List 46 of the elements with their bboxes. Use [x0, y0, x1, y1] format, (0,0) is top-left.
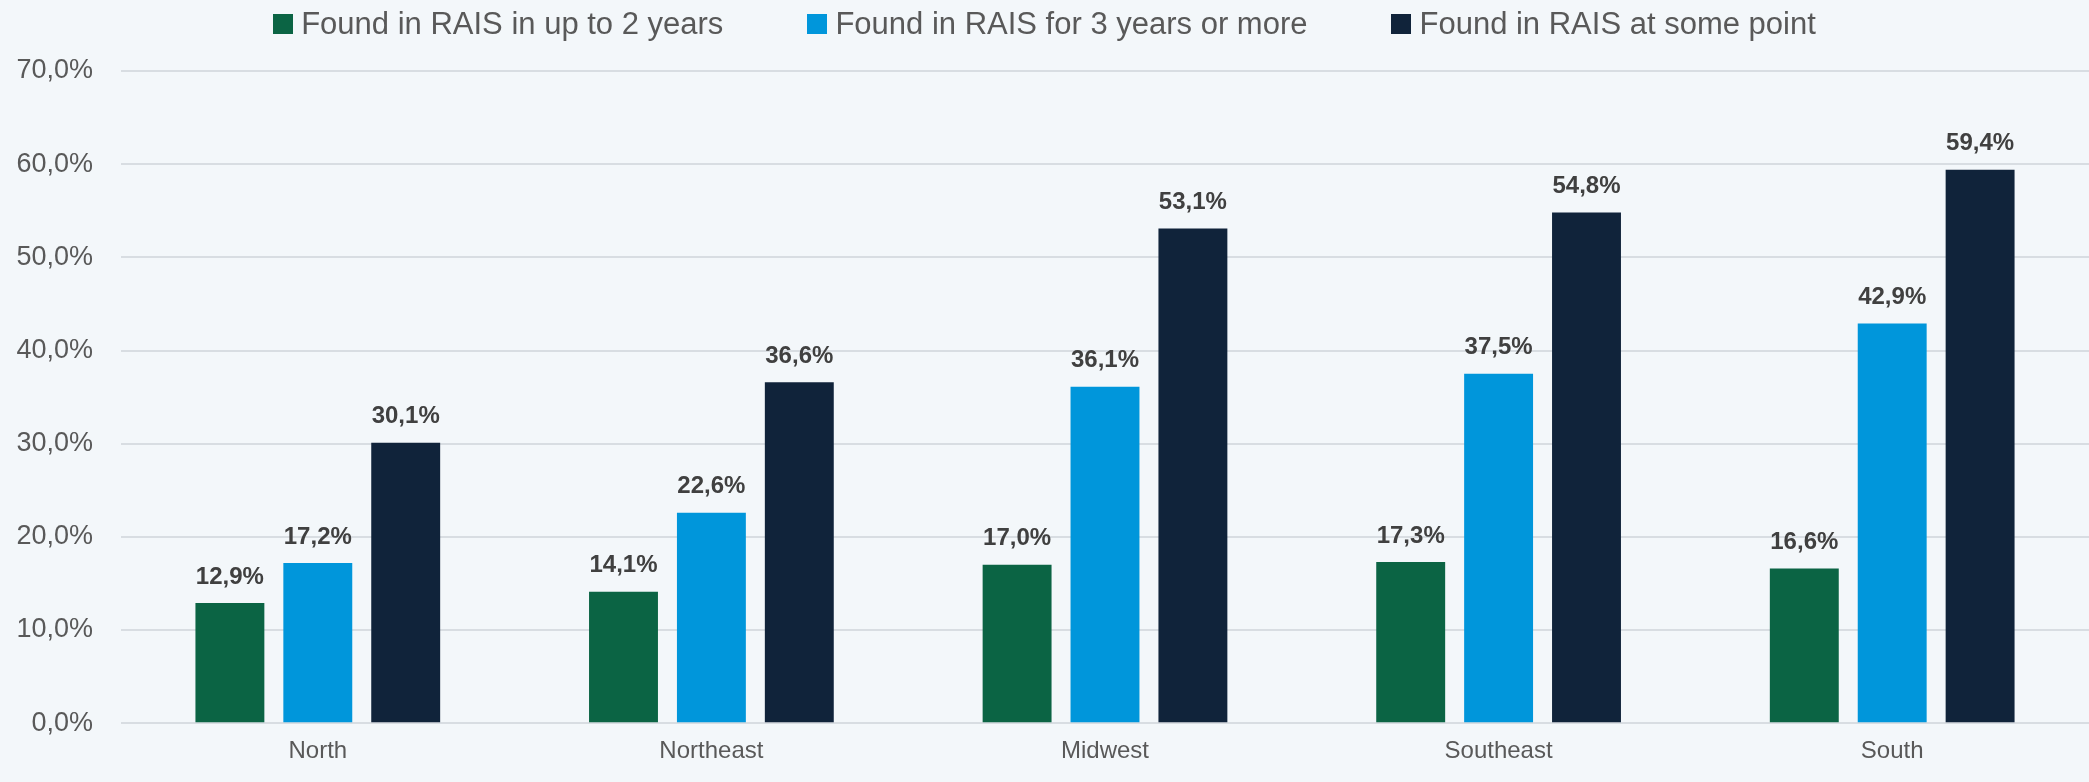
bar	[676, 512, 746, 723]
data-label: 37,5%	[1464, 332, 1533, 360]
bar	[1769, 568, 1839, 723]
bar	[982, 564, 1052, 723]
bar	[195, 603, 265, 723]
data-label: 17,0%	[983, 523, 1052, 551]
bar	[1464, 373, 1534, 723]
data-label: 16,6%	[1770, 527, 1839, 555]
y-tick-label: 40,0%	[16, 333, 93, 364]
bar	[589, 591, 658, 723]
legend-label: Found in RAIS for 3 years or more	[835, 6, 1308, 42]
y-tick-label: 70,0%	[16, 54, 93, 85]
bar	[1070, 386, 1140, 723]
bar	[1552, 212, 1621, 723]
data-label: 22,6%	[677, 471, 746, 499]
data-label: 36,1%	[1070, 345, 1140, 373]
x-tick-label: South	[1860, 736, 1924, 764]
data-label: 14,1%	[589, 550, 658, 578]
bar	[1158, 228, 1228, 723]
bar	[283, 562, 353, 723]
data-label: 42,9%	[1858, 282, 1927, 310]
data-label: 36,6%	[765, 340, 834, 368]
bar	[1857, 323, 1927, 723]
x-tick-label: Northeast	[659, 736, 764, 764]
data-label: 53,1%	[1158, 187, 1227, 215]
data-label: 17,2%	[283, 521, 352, 549]
y-tick-label: 0,0%	[31, 706, 93, 737]
bar	[764, 382, 834, 723]
y-tick-label: 20,0%	[16, 520, 93, 551]
y-tick-label: 30,0%	[16, 427, 93, 458]
data-label: 59,4%	[1946, 128, 2015, 156]
bar	[1376, 562, 1446, 723]
data-label: 54,8%	[1552, 171, 1621, 199]
y-tick-label: 10,0%	[16, 613, 93, 644]
y-tick-label: 60,0%	[16, 147, 93, 178]
y-tick-label: 50,0%	[16, 240, 93, 271]
bar	[1945, 169, 2015, 723]
data-label: 30,1%	[371, 401, 440, 429]
bar	[371, 442, 441, 723]
legend-label: Found in RAIS at some point	[1419, 6, 1816, 42]
legend-label: Found in RAIS in up to 2 years	[301, 6, 724, 42]
data-label: 17,3%	[1376, 520, 1445, 548]
data-label: 12,9%	[195, 561, 264, 589]
x-tick-label: Midwest	[1060, 736, 1150, 764]
x-tick-label: Southeast	[1444, 736, 1553, 764]
x-tick-label: North	[288, 736, 348, 764]
